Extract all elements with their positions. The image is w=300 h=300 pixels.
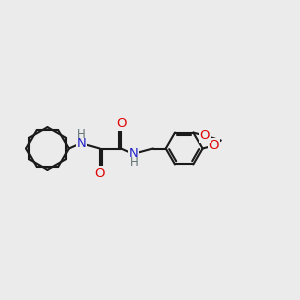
Text: O: O <box>94 167 105 180</box>
Text: O: O <box>200 129 210 142</box>
Text: O: O <box>116 117 126 130</box>
Text: H: H <box>130 156 138 169</box>
Text: N: N <box>76 137 86 150</box>
Text: H: H <box>77 128 86 141</box>
Text: O: O <box>209 139 219 152</box>
Text: N: N <box>129 147 139 161</box>
